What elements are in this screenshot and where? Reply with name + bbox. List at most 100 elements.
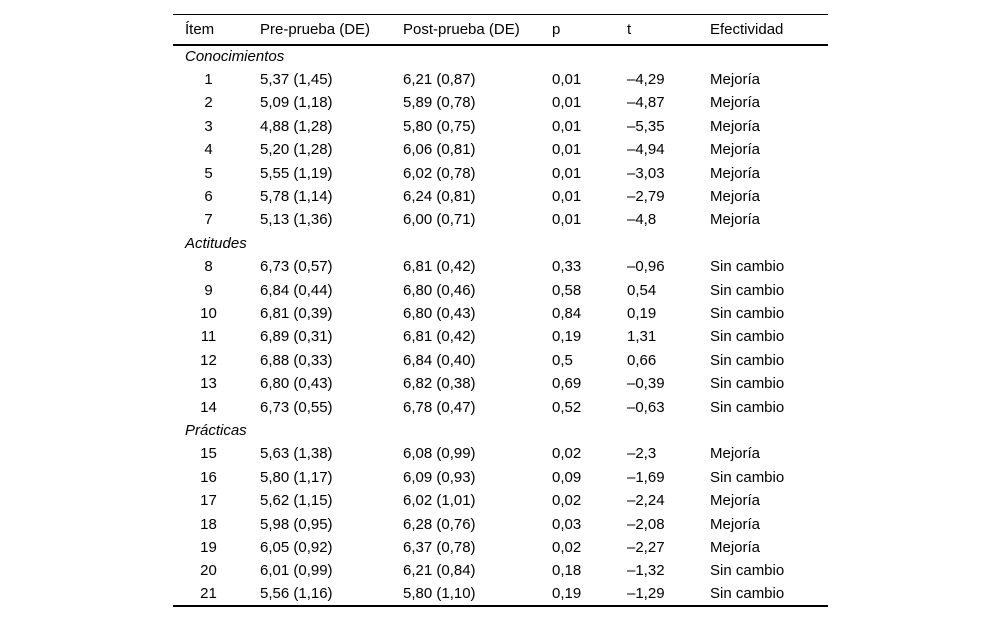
column-header-pre-prueba: Pre-prueba (DE) [260,14,403,46]
cell-pre-prueba: 5,80 (1,17) [260,468,333,486]
cell-pre-prueba: 5,55 (1,19) [260,164,333,182]
cell-efectividad: Mejoría [710,188,761,206]
cell-post-prueba: 6,78 (0,47) [403,398,476,416]
cell-t: –0,96 [627,258,665,276]
results-table: Ítem Pre-prueba (DE) Post-prueba (DE) p … [173,14,828,607]
cell-efectividad: Mejoría [710,117,761,135]
cell-pre-prueba: 5,37 (1,45) [260,71,333,89]
cell-p: 0,09 [552,468,582,486]
table-row: 2 5,09 (1,18) 5,89 (0,78) 0,01 –4,87 Mejoría [173,91,828,114]
cell-efectividad: Mejoría [710,94,761,112]
cell-post-prueba: 6,80 (0,43) [403,304,476,322]
table-row: 17 5,62 (1,15) 6,02 (1,01) 0,02 –2,24 Mejoría [173,489,828,512]
cell-item: 10 [200,304,217,322]
table-row: 19 6,05 (0,92) 6,37 (0,78) 0,02 –2,27 Mejoría [173,536,828,559]
cell-efectividad: Sin cambio [710,304,785,322]
cell-efectividad: Sin cambio [710,375,785,393]
cell-item: 15 [200,445,217,463]
cell-p: 0,18 [552,562,582,580]
cell-item: 11 [200,328,217,346]
cell-pre-prueba: 6,73 (0,57) [260,258,333,276]
cell-item: 19 [200,538,217,556]
table-row: 7 5,13 (1,36) 6,00 (0,71) 0,01 –4,8 Mejoría [173,208,828,231]
cell-efectividad: Mejoría [710,211,761,229]
cell-t: 1,31 [627,328,657,346]
cell-post-prueba: 6,24 (0,81) [403,188,476,206]
cell-post-prueba: 6,02 (0,78) [403,164,476,182]
cell-post-prueba: 6,84 (0,40) [403,351,476,369]
cell-t: –4,94 [627,141,665,159]
cell-post-prueba: 6,82 (0,38) [403,375,476,393]
table-row: 12 6,88 (0,33) 6,84 (0,40) 0,5 0,66 Sin cambi… [173,349,828,372]
cell-t: 0,19 [627,304,657,322]
cell-efectividad: Sin cambio [710,258,785,276]
cell-item: 8 [204,258,213,276]
cell-efectividad: Mejoría [710,492,761,510]
cell-t: 0,66 [627,351,657,369]
cell-pre-prueba: 4,88 (1,28) [260,117,333,135]
cell-post-prueba: 6,06 (0,81) [403,141,476,159]
cell-t: –0,39 [627,375,665,393]
table-row: 18 5,98 (0,95) 6,28 (0,76) 0,03 –2,08 Mejoría [173,512,828,535]
header-row: Ítem Pre-prueba (DE) Post-prueba (DE) p … [173,14,828,46]
section-label: Conocimientos [185,48,285,66]
cell-pre-prueba: 5,62 (1,15) [260,492,333,510]
table-row: 15 5,63 (1,38) 6,08 (0,99) 0,02 –2,3 Mejoría [173,442,828,465]
cell-item: 14 [200,398,217,416]
cell-item: 5 [204,164,213,182]
cell-t: –0,63 [627,398,665,416]
cell-p: 0,01 [552,117,582,135]
column-header-t: t [627,14,710,46]
cell-efectividad: Mejoría [710,141,761,159]
cell-efectividad: Sin cambio [710,281,785,299]
cell-t: –4,29 [627,71,665,89]
cell-post-prueba: 6,02 (1,01) [403,492,476,510]
cell-efectividad: Sin cambio [710,328,785,346]
cell-pre-prueba: 6,81 (0,39) [260,304,333,322]
column-header-post-prueba: Post-prueba (DE) [403,14,552,46]
cell-pre-prueba: 6,01 (0,99) [260,562,333,580]
cell-post-prueba: 6,81 (0,42) [403,258,476,276]
cell-post-prueba: 6,21 (0,84) [403,562,476,580]
cell-p: 0,02 [552,492,582,510]
results-table-container: Ítem Pre-prueba (DE) Post-prueba (DE) p … [173,14,828,607]
cell-item: 17 [200,492,217,510]
column-header-p: p [552,14,627,46]
cell-pre-prueba: 5,13 (1,36) [260,211,333,229]
cell-pre-prueba: 6,80 (0,43) [260,375,333,393]
cell-pre-prueba: 6,73 (0,55) [260,398,333,416]
cell-t: 0,54 [627,281,657,299]
cell-item: 18 [200,515,217,533]
cell-p: 0,02 [552,445,582,463]
cell-p: 0,01 [552,141,582,159]
table-row: 16 5,80 (1,17) 6,09 (0,93) 0,09 –1,69 Sin cam… [173,466,828,489]
cell-p: 0,01 [552,164,582,182]
table-row: 5 5,55 (1,19) 6,02 (0,78) 0,01 –3,03 Mejoría [173,161,828,184]
cell-pre-prueba: 6,89 (0,31) [260,328,333,346]
table-body: Conocimientos 1 5,37 (1,45) 6,21 (0,87) 0,01… [173,45,828,606]
cell-efectividad: Sin cambio [710,351,785,369]
cell-pre-prueba: 5,20 (1,28) [260,141,333,159]
cell-post-prueba: 6,37 (0,78) [403,538,476,556]
cell-t: –1,29 [627,585,665,603]
cell-item: 4 [204,141,213,159]
cell-pre-prueba: 5,56 (1,16) [260,585,333,603]
cell-efectividad: Sin cambio [710,468,785,486]
cell-item: 20 [200,562,217,580]
cell-efectividad: Sin cambio [710,398,785,416]
table-row: 1 5,37 (1,45) 6,21 (0,87) 0,01 –4,29 Mejoría [173,68,828,91]
table-row: 6 5,78 (1,14) 6,24 (0,81) 0,01 –2,79 Mejoría [173,185,828,208]
cell-p: 0,03 [552,515,582,533]
table-row: 8 6,73 (0,57) 6,81 (0,42) 0,33 –0,96 Sin camb… [173,255,828,278]
table-row: 9 6,84 (0,44) 6,80 (0,46) 0,58 0,54 Sin cambi… [173,278,828,301]
table-row: 21 5,56 (1,16) 5,80 (1,10) 0,19 –1,29 Sin cam… [173,582,828,605]
cell-efectividad: Sin cambio [710,562,785,580]
cell-p: 0,52 [552,398,582,416]
cell-p: 0,84 [552,304,582,322]
cell-t: –4,87 [627,94,665,112]
cell-post-prueba: 5,80 (1,10) [403,585,476,603]
cell-pre-prueba: 6,84 (0,44) [260,281,333,299]
cell-t: –2,08 [627,515,665,533]
table-row: 13 6,80 (0,43) 6,82 (0,38) 0,69 –0,39 Sin cam… [173,372,828,395]
